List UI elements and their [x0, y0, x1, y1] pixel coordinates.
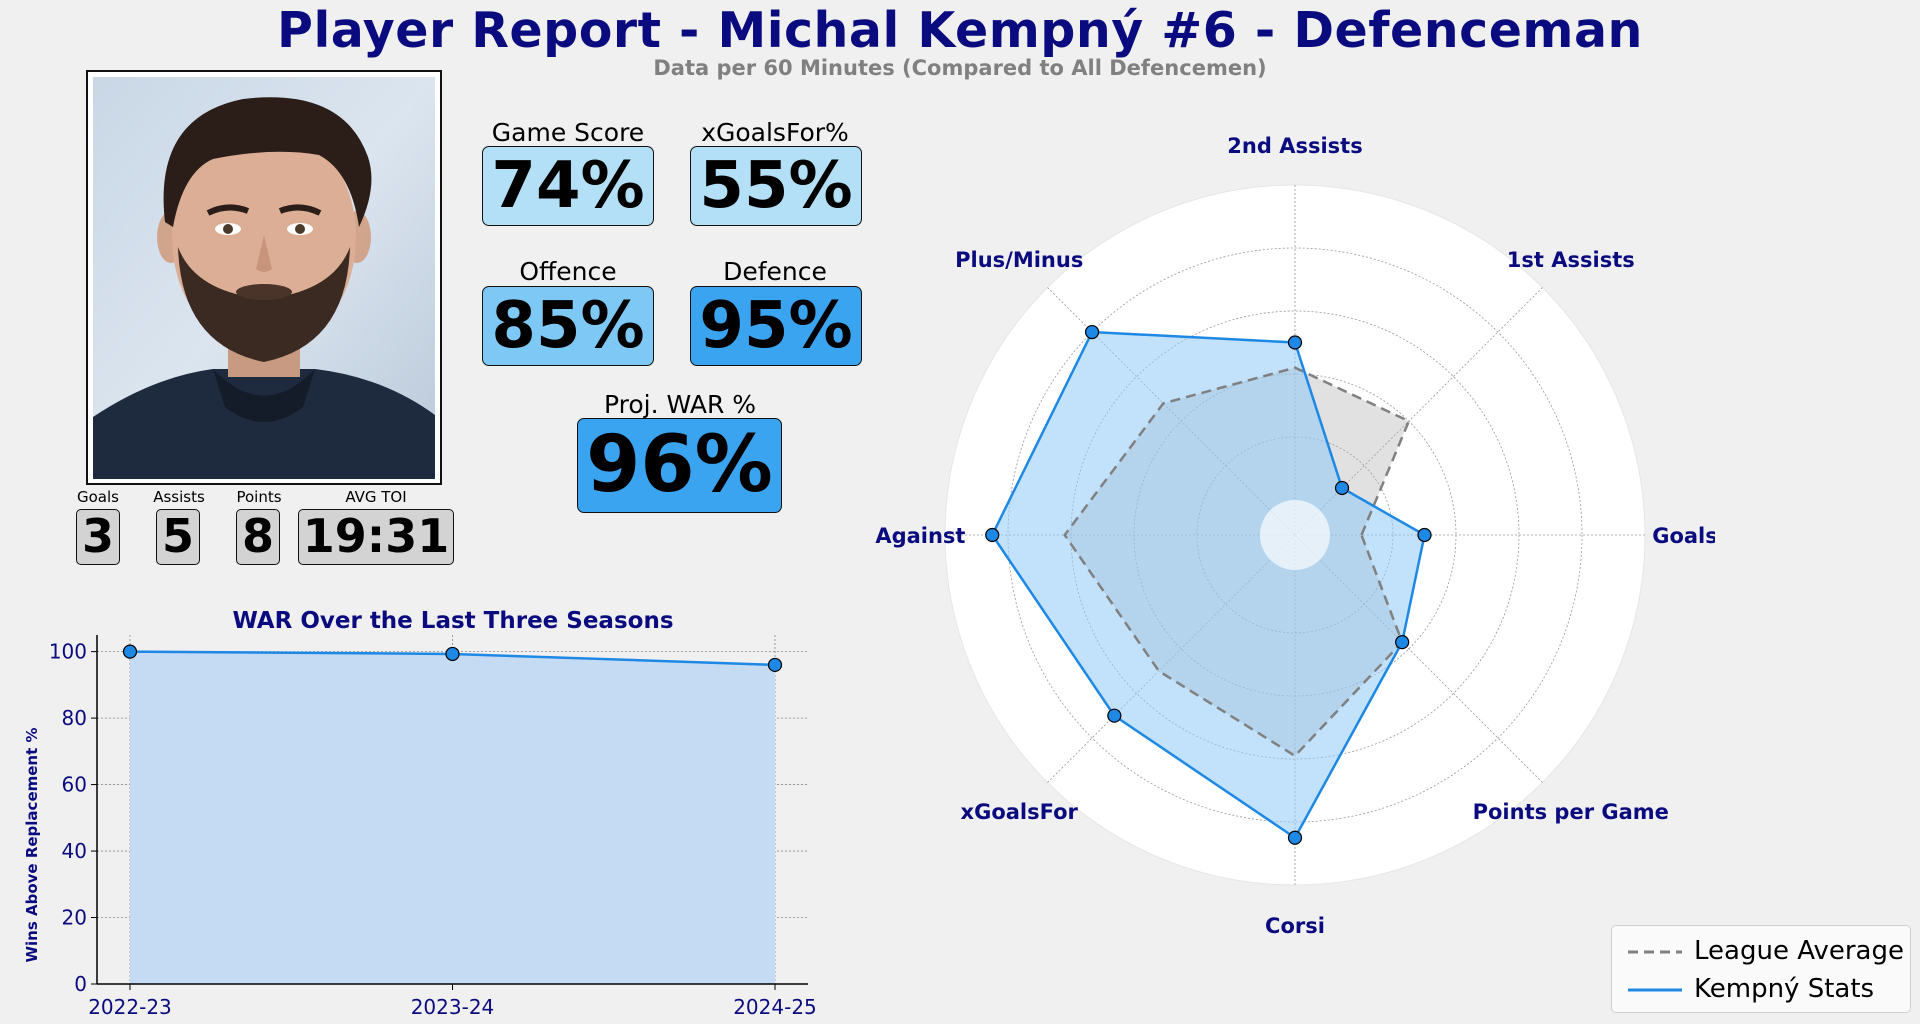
page-subtitle: Data per 60 Minutes (Compared to All Def…: [653, 56, 1267, 80]
radar-axis-label: Plus/Minus: [955, 248, 1083, 272]
radar-point: [1107, 708, 1122, 723]
radar-center: [1260, 500, 1330, 570]
avg-toi-value: 19:31: [298, 509, 454, 565]
game-score-label: Game Score: [491, 118, 645, 147]
radar-legend: League Average Kempný Stats: [1611, 925, 1911, 1013]
radar-axis-label: Points per Game: [1473, 800, 1669, 824]
legend-player-label: Kempný Stats: [1694, 974, 1875, 1004]
war-tick-label-y: 60: [62, 773, 87, 797]
xgoals-for-pct-label: xGoalsFor%: [701, 118, 849, 147]
radar-point: [985, 527, 1000, 543]
league-average-line: [1063, 366, 1411, 758]
war-tick-label-x: 2022-23: [88, 995, 172, 1019]
avg-toi-label: AVG TOI: [345, 488, 407, 506]
war-tick-label-y: 0: [74, 972, 87, 996]
war-tick-label-y: 100: [49, 640, 87, 664]
radar-axis-label: 1st Assists: [1507, 248, 1635, 272]
xgoals-for-pct-value: 55%: [690, 146, 862, 226]
player-stats-area: [992, 332, 1425, 838]
war-point: [445, 646, 460, 662]
war-tick-label-y: 40: [62, 839, 87, 863]
war-chart-title: WAR Over the Last Three Seasons: [232, 608, 673, 634]
war-tick-label-x: 2024-25: [733, 995, 817, 1019]
war-chart: WAR Over the Last Three Seasons Wins Abo…: [23, 608, 817, 1019]
radar-point: [1334, 480, 1350, 496]
proj-war-value: 96%: [577, 418, 782, 513]
radar-point: [1417, 527, 1432, 543]
defence-label: Defence: [723, 257, 827, 286]
proj-war-label: Proj. WAR %: [603, 390, 757, 419]
offence-value: 85%: [482, 286, 654, 366]
assists-label: Assists: [153, 488, 205, 506]
radar-chart: Goals 1st Assists 2nd Assists Plus/Minus xGA…: [875, 134, 1715, 938]
radar-point: [1395, 635, 1410, 650]
radar-point: [1084, 324, 1100, 340]
war-y-axis-label: Wins Above Replacement %: [23, 727, 41, 962]
radar-axis-label: Goals: [1652, 524, 1715, 548]
page-title: Player Report - Michal Kempný #6 - Defen…: [277, 2, 1643, 59]
defence-value: 95%: [690, 286, 862, 366]
radar-point: [1287, 830, 1303, 845]
points-label: Points: [236, 488, 282, 506]
offence-label: Offence: [519, 257, 617, 286]
war-area: [130, 651, 775, 984]
war-tick-label-y: 20: [62, 906, 87, 930]
player-photo: [86, 70, 442, 485]
radar-axis-label: xGAgainst: [875, 524, 965, 548]
goals-label: Goals: [77, 488, 119, 506]
radar-point: [1287, 335, 1303, 350]
legend-league-label: League Average: [1694, 936, 1904, 966]
radar-axis-label: 2nd Assists: [1227, 134, 1362, 158]
radar-axis-label: xGoalsFor: [961, 800, 1079, 824]
war-point: [122, 644, 138, 659]
legend-item-league: League Average: [1612, 934, 1910, 970]
assists-value: 5: [156, 509, 200, 565]
war-point: [767, 657, 783, 673]
legend-item-player: Kempný Stats: [1612, 972, 1910, 1008]
radar-axis-label: Corsi: [1265, 914, 1325, 938]
game-score-value: 74%: [482, 146, 654, 226]
war-tick-label-x: 2023-24: [411, 995, 495, 1019]
goals-value: 3: [76, 509, 120, 565]
points-value: 8: [236, 509, 280, 565]
war-tick-label-y: 80: [62, 706, 87, 730]
